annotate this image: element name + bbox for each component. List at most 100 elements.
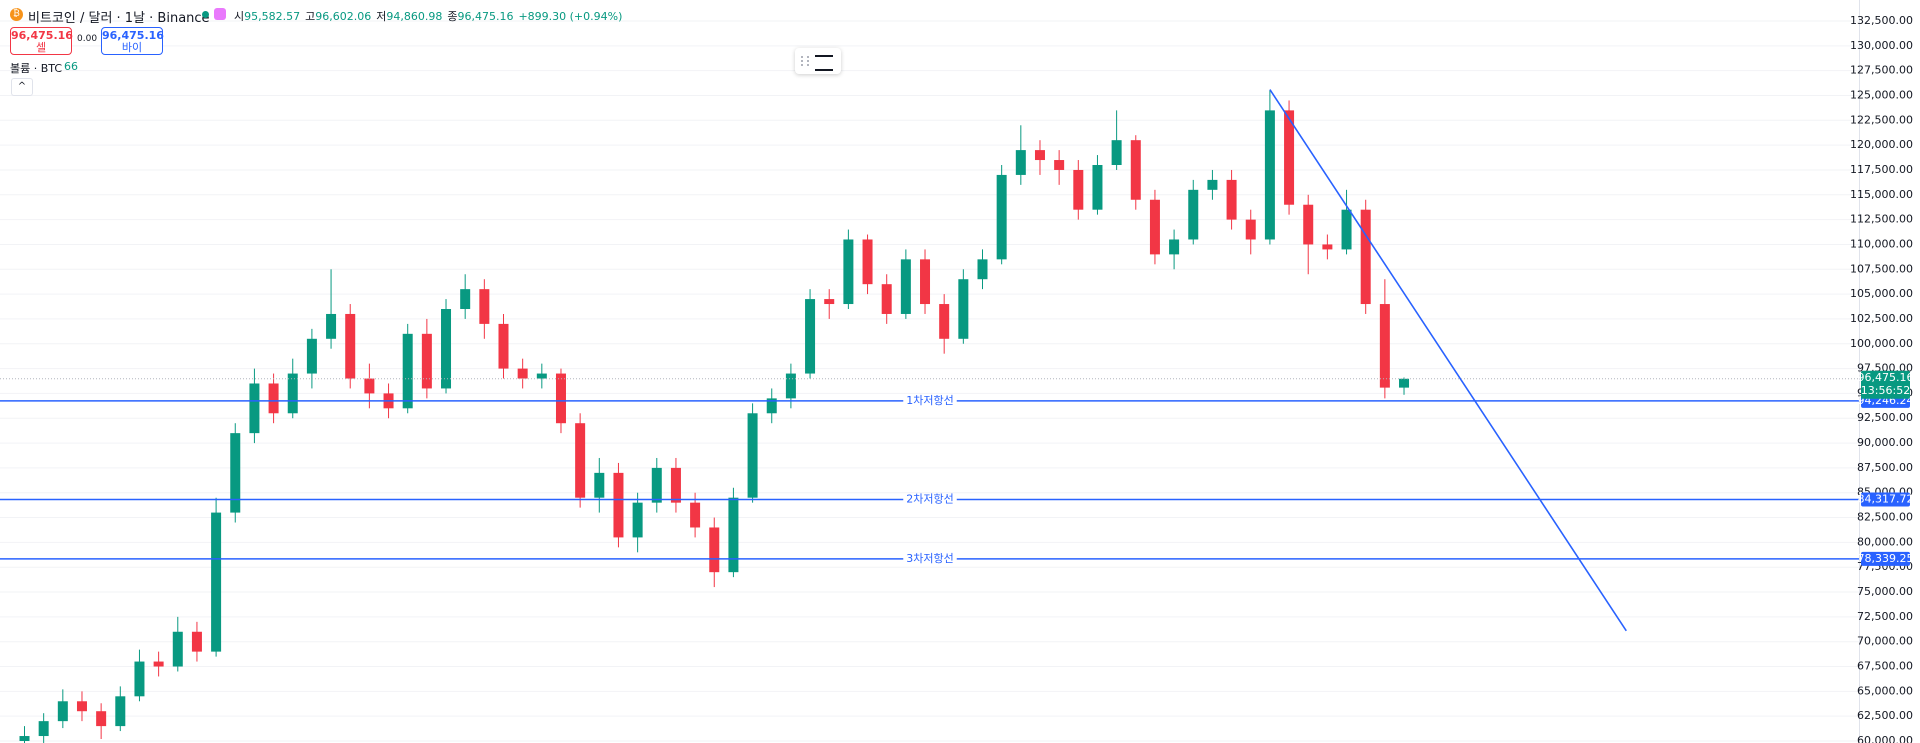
candle-body [1379,304,1390,388]
candle-body [1341,209,1352,250]
candle-body [594,472,605,498]
level-tag [1861,492,1910,507]
candle-body [115,696,126,727]
candle-body [1399,378,1410,388]
y-tick-label: 125,000.00 [1850,88,1913,101]
last-price-tag [1861,370,1910,399]
candle-body [517,368,528,379]
candle-body [958,279,969,339]
y-tick-label: 112,500.00 [1850,213,1913,226]
candle-body [709,527,720,573]
resistance-name: 1차저항선 [906,394,953,407]
buy-price: 96,475.16 [102,29,164,42]
candle-body [862,239,873,285]
level-tag-label: 78,339.25 [1858,552,1914,565]
candle-body [1034,150,1045,161]
y-tick-label: 60,000.00 [1857,734,1913,743]
candle-body [364,378,375,394]
candle-body [1169,239,1180,255]
ohlc-value: 96,475.16 [457,10,514,23]
candle-body [172,631,183,667]
resistance-name-bg [903,493,957,506]
candle-body [402,333,413,409]
candle-body [1111,140,1122,165]
candle-body [747,413,758,498]
ohlc-label: 저 [376,10,387,23]
candle-body [920,259,931,305]
candle-body [306,338,317,374]
candle-body [287,373,298,414]
candle-body [1188,189,1199,240]
resistance-name: 2차저항선 [906,492,953,505]
grid [0,20,1859,742]
indicator-value: 66 [64,60,78,73]
status-dot [202,11,209,18]
candle-body [1130,140,1141,200]
sell-button[interactable]: 96,475.16 셀 [10,27,73,55]
y-tick-label: 72,500.00 [1857,610,1913,623]
candle-body [441,309,452,389]
y-tick-label: 102,500.00 [1850,312,1913,325]
candle-body [1264,110,1275,240]
y-tick-label: 67,500.00 [1857,660,1913,673]
resistance-name-bg [903,394,957,407]
ohlc-value: 96,602.06 [315,10,372,23]
candle-body [785,373,796,399]
ohlc: 시95,582.57 고96,602.06 저94,860.98 종96,475.16… [234,8,622,24]
candle-body [211,512,222,652]
y-tick-label: 115,000.00 [1850,188,1913,201]
candle-body [479,289,490,324]
level-tag-label: 84,317.72 [1858,492,1914,505]
indicator-name: 볼륨 · BTC [10,62,63,75]
candle-body [670,467,681,503]
candle-body [1149,199,1160,255]
candle-body [191,631,202,652]
candle-body [843,239,854,305]
candle-body [1322,244,1333,250]
y-tick-label: 132,500.00 [1850,14,1913,27]
countdown: 13:56:52 [1861,384,1910,397]
coin-icon: ₿ [10,8,23,21]
candle-body [805,299,816,374]
y-tick-label: 62,500.00 [1857,709,1913,722]
candle-body [345,313,356,379]
candle-body [690,502,701,528]
candle-body [76,701,87,712]
buy-button[interactable]: 96,475.16 바이 [101,27,164,55]
y-tick-label: 82,500.00 [1857,511,1913,524]
ohlc-label: 시 [234,10,245,23]
candle-body [939,304,950,339]
candle-body [57,701,68,722]
collapse-button[interactable]: ^ [11,78,33,96]
symbol: 비트코인 / 달러 · 1날 · Binance [28,11,210,26]
resistance-name: 3차저항선 [906,552,953,565]
candle-body [824,299,835,305]
candle-body [230,433,241,513]
candle-body [1226,179,1237,220]
y-tick-label: 110,000.00 [1850,237,1913,250]
candle-body [555,373,566,424]
y-tick-label: 117,500.00 [1850,163,1913,176]
level-tag [1861,551,1910,566]
candle-body [766,398,777,414]
ohlc-label: 고 [305,10,316,23]
y-tick-label: 105,000.00 [1850,287,1913,300]
candle-body [153,661,164,667]
candle-body [613,472,624,538]
candle-body [1073,169,1084,210]
y-tick-label: 90,000.00 [1857,436,1913,449]
y-tick-label: 130,000.00 [1850,39,1913,52]
candle-body [19,736,30,741]
drag-handle [801,56,809,66]
candle-body [268,383,279,414]
ohlc-value: 94,860.98 [386,10,443,23]
candle-body [249,383,260,434]
candle-body [996,174,1007,260]
candle-body [1303,204,1314,245]
y-tick-label: 107,500.00 [1850,262,1913,275]
drawing-toolbar[interactable] [795,48,841,74]
spread: 0.00 [77,34,98,44]
